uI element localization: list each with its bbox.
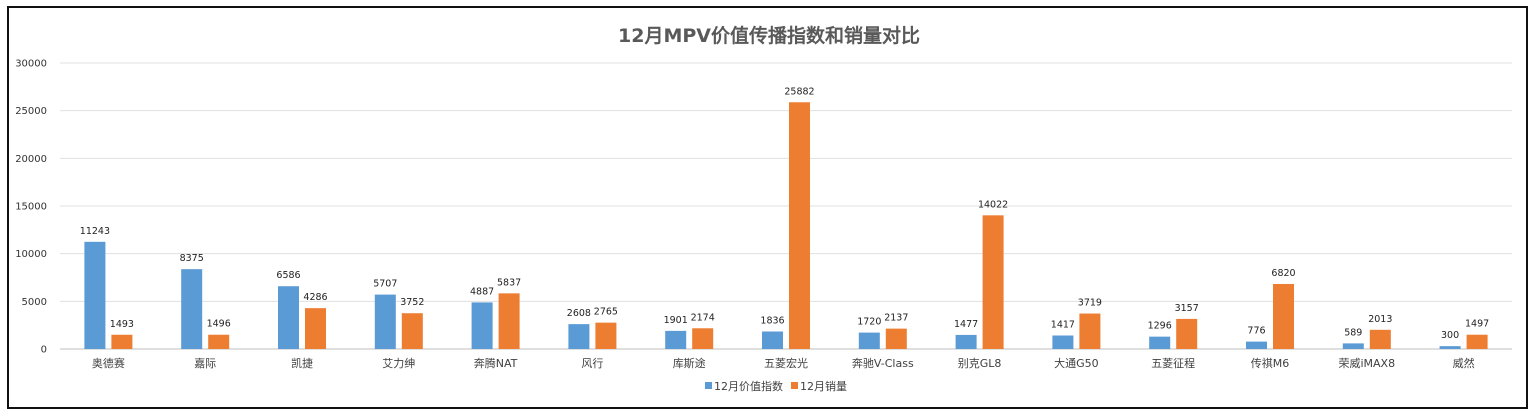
data-label: 776	[1247, 326, 1265, 337]
data-label: 6586	[276, 270, 300, 281]
y-axis-ticks: 0 5000 10000 15000 20000 25000 30000	[15, 59, 47, 356]
data-label: 2174	[691, 312, 715, 323]
data-label: 1296	[1148, 321, 1172, 332]
bar-value-index	[181, 269, 203, 349]
data-label: 3752	[400, 297, 424, 308]
data-label: 25882	[784, 86, 814, 97]
bar-value-index	[84, 241, 106, 349]
legend-swatch	[705, 382, 712, 389]
legend: 12月价值指数 12月销量	[705, 379, 847, 393]
bar-value-index	[1439, 346, 1461, 349]
category-label: 风行	[581, 357, 603, 370]
bar-sales	[208, 334, 230, 349]
bar-value-index	[1149, 336, 1171, 349]
data-label: 8375	[180, 253, 204, 264]
bar-sales	[885, 328, 907, 349]
data-label: 3157	[1175, 303, 1199, 314]
legend-swatch	[791, 382, 798, 389]
bar-sales	[1079, 313, 1101, 349]
bar-sales	[1176, 318, 1198, 349]
data-label: 1901	[664, 315, 688, 326]
data-label: 2137	[884, 313, 908, 324]
bar-value-index	[568, 324, 590, 349]
category-labels: 奥德赛 嘉际 凯捷 艾力绅 奔腾NAT 风行 库斯途 五菱宏光 奔驰V-Class 别克GL8 大通…	[92, 356, 1475, 370]
legend-label: 12月价值指数	[714, 379, 783, 393]
data-label: 589	[1344, 327, 1362, 338]
data-label: 6820	[1271, 268, 1295, 279]
y-tick-label: 15000	[15, 202, 47, 213]
bar-sales	[498, 293, 520, 349]
data-label: 1496	[207, 319, 231, 330]
bars	[84, 102, 1488, 349]
bar-value-index	[762, 331, 783, 349]
bar-sales	[305, 308, 326, 349]
category-label: 凯捷	[291, 356, 313, 370]
data-label: 1493	[110, 319, 134, 330]
bar-value-index	[955, 334, 977, 349]
data-label: 300	[1441, 330, 1459, 341]
data-label: 1497	[1465, 319, 1489, 330]
y-tick-label: 0	[41, 345, 47, 356]
data-label: 2013	[1368, 314, 1392, 325]
data-label: 14022	[978, 199, 1008, 210]
grid-lines	[60, 62, 1512, 350]
data-label: 11243	[80, 226, 110, 237]
bar-value-index	[665, 330, 687, 349]
bar-value-index	[471, 302, 493, 349]
bar-sales	[401, 313, 423, 349]
category-label: 奔腾NAT	[474, 356, 518, 370]
bar-sales	[595, 322, 617, 349]
bar-sales	[1466, 334, 1488, 349]
category-label: 大通G50	[1054, 356, 1099, 370]
bar-sales	[1369, 329, 1391, 349]
data-label: 2608	[567, 308, 591, 319]
data-label: 1836	[760, 315, 784, 326]
bar-sales	[111, 334, 133, 349]
category-label: 五菱征程	[1151, 357, 1195, 370]
data-label: 3719	[1078, 298, 1102, 309]
category-label: 奥德赛	[92, 356, 125, 370]
data-label: 1477	[954, 319, 978, 330]
bar-value-index	[1246, 341, 1267, 349]
legend-label: 12月销量	[800, 379, 847, 393]
category-label: 艾力绅	[382, 357, 415, 370]
data-label: 2765	[594, 307, 618, 318]
bar-sales	[692, 328, 714, 349]
category-label: 威然	[1453, 356, 1475, 370]
y-tick-label: 20000	[15, 154, 47, 165]
category-label: 别克GL8	[958, 357, 1002, 370]
bar-sales	[789, 102, 810, 349]
category-label: 传祺M6	[1251, 357, 1290, 370]
y-tick-label: 30000	[15, 59, 47, 70]
bar-sales	[982, 215, 1004, 349]
data-label: 4887	[470, 286, 494, 297]
chart-title: 12月MPV价值传播指数和销量对比	[618, 24, 920, 47]
bar-value-index	[858, 332, 880, 349]
data-label: 4286	[303, 292, 327, 303]
category-label: 嘉际	[194, 356, 216, 370]
category-label: 奔驰V-Class	[852, 356, 914, 370]
data-label: 5707	[373, 279, 397, 290]
category-label: 库斯途	[673, 356, 706, 370]
bar-value-index	[374, 294, 396, 349]
data-label: 1417	[1051, 319, 1075, 330]
y-tick-label: 5000	[22, 297, 47, 308]
y-tick-label: 25000	[15, 106, 47, 117]
category-label: 荣威iMAX8	[1338, 357, 1395, 370]
category-label: 五菱宏光	[764, 356, 808, 370]
data-label: 1720	[857, 317, 881, 328]
bar-value-index	[278, 286, 299, 349]
bar-sales	[1273, 283, 1294, 349]
bar-value-index	[1342, 343, 1364, 349]
data-label: 5837	[497, 277, 521, 288]
bar-value-index	[1052, 335, 1074, 349]
y-tick-label: 10000	[15, 249, 47, 260]
